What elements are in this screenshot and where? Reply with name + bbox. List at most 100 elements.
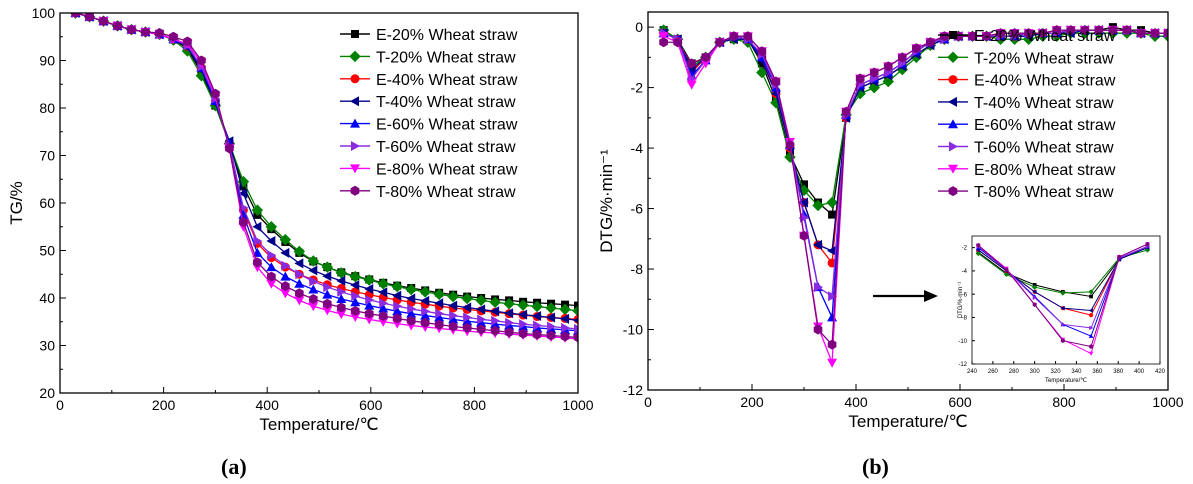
inset-x-tick-label: 400 xyxy=(1134,369,1145,375)
inset-y-axis-label: DTG/%·min⁻¹ xyxy=(958,282,964,319)
tg-data-point xyxy=(504,308,514,319)
tg-data-point xyxy=(449,310,459,321)
dtg-data-point xyxy=(800,180,808,189)
tg-data-point xyxy=(364,315,375,325)
tg-data-point xyxy=(71,13,80,18)
dtg-data-point xyxy=(701,52,711,63)
dtg-x-axis-label: Temperature/℃ xyxy=(848,412,967,431)
tg-data-point xyxy=(322,298,332,309)
tg-data-point xyxy=(434,312,445,322)
tg-data-point xyxy=(336,293,347,303)
inset-y-tick-label: -12 xyxy=(958,362,967,368)
tg-data-point xyxy=(350,305,360,316)
dtg-data-point xyxy=(996,28,1005,39)
dtg-x-tick-label: 1000 xyxy=(1152,394,1183,410)
tg-data-point xyxy=(392,306,403,316)
tg-data-point xyxy=(252,221,262,232)
tg-data-point xyxy=(391,280,403,293)
dtg-legend-item: E-20% Wheat straw xyxy=(938,28,1116,45)
dtg-data-point xyxy=(827,312,838,322)
inset-data-point xyxy=(1061,322,1066,327)
tg-data-point xyxy=(379,298,389,309)
tg-y-tick-label: 20 xyxy=(39,385,55,401)
tg-data-point xyxy=(547,321,557,332)
dtg-data-point xyxy=(926,37,935,48)
tg-data-point xyxy=(280,271,291,281)
inset-y-tick-label: -8 xyxy=(962,316,968,322)
tg-legend-marker xyxy=(350,96,359,107)
dtg-legend-item: E-40% Wheat straw xyxy=(938,73,1116,90)
inset-x-tick-label: 260 xyxy=(988,369,999,375)
dtg-data-point xyxy=(757,59,766,68)
dtg-y-tick-label: -6 xyxy=(631,200,644,216)
dtg-data-point xyxy=(673,37,682,48)
dtg-data-point xyxy=(659,37,668,48)
inset-data-point xyxy=(1117,254,1122,260)
inset-data-point xyxy=(1003,271,1010,278)
inset-x-tick-label: 280 xyxy=(1009,369,1020,375)
tg-data-point xyxy=(559,303,571,316)
dtg-data-point xyxy=(1136,28,1146,39)
tg-data-point xyxy=(462,322,472,333)
dtg-y-tick-label: -12 xyxy=(623,382,643,398)
dtg-data-point xyxy=(1163,28,1168,39)
inset-data-point xyxy=(1004,267,1009,273)
tg-data-point xyxy=(434,298,444,309)
tg-data-point xyxy=(475,294,487,307)
tg-legend-item: T-40% Wheat straw xyxy=(340,94,516,111)
tg-legend-label: E-80% Wheat straw xyxy=(376,161,518,178)
tg-data-point xyxy=(322,271,332,282)
tg-data-point xyxy=(307,255,320,267)
tg-data-point xyxy=(560,331,570,342)
tg-data-point xyxy=(251,204,264,216)
tg-data-point xyxy=(407,303,417,314)
inset-data-point xyxy=(1032,295,1037,300)
dtg-data-point xyxy=(1080,25,1090,36)
dtg-data-point xyxy=(658,32,669,42)
dtg-legend-label: T-80% Wheat straw xyxy=(974,184,1114,201)
dtg-data-point xyxy=(743,31,753,42)
tg-data-point xyxy=(476,304,486,315)
dtg-y-tick-label: 0 xyxy=(635,19,643,35)
dtg-data-point xyxy=(1150,28,1160,39)
dtg-x-tick-label: 800 xyxy=(1052,394,1076,410)
tg-data-point xyxy=(546,312,556,323)
tg-data-point xyxy=(266,279,277,289)
tg-legend-label: T-80% Wheat straw xyxy=(376,184,516,201)
dtg-series-8 xyxy=(659,25,1168,350)
tg-data-point xyxy=(462,302,472,313)
dtg-legend-marker xyxy=(948,119,958,129)
tg-y-tick-label: 100 xyxy=(32,5,56,21)
tg-data-point xyxy=(392,313,402,324)
inset-data-point xyxy=(1089,344,1094,349)
tg-data-point xyxy=(294,258,304,269)
tg-legend-item: T-20% Wheat straw xyxy=(340,49,516,66)
tg-data-point xyxy=(364,283,374,294)
inset-data-point xyxy=(1088,313,1094,318)
inset-chart: 240 260 280 300 320 340 360 380 400 420 -2 -4 -6 -8 -1… xyxy=(958,235,1166,384)
dtg-legend-label: T-40% Wheat straw xyxy=(974,95,1114,112)
tg-legend-label: E-60% Wheat straw xyxy=(376,117,518,134)
tg-data-point xyxy=(546,330,556,341)
dtg-data-point xyxy=(1052,25,1062,36)
inset-x-axis-label: Temperature/℃ xyxy=(1045,378,1087,384)
tg-data-point xyxy=(421,306,431,317)
tg-data-point xyxy=(238,188,248,199)
dtg-legend-marker xyxy=(947,51,959,64)
tg-data-point xyxy=(574,323,578,334)
tg-data-point xyxy=(561,322,571,333)
dtg-y-tick-label: -10 xyxy=(623,321,643,337)
tg-data-point xyxy=(518,309,528,320)
tg-data-point xyxy=(85,13,94,22)
dtg-legend-item: T-40% Wheat straw xyxy=(938,95,1114,112)
tg-data-point xyxy=(127,24,136,35)
tg-data-point xyxy=(490,325,500,336)
tg-legend-label: E-40% Wheat straw xyxy=(376,72,518,89)
tg-data-point xyxy=(491,315,501,326)
tg-data-point xyxy=(405,283,417,296)
tg-data-point xyxy=(545,302,557,314)
tg-data-point xyxy=(574,301,578,310)
dtg-legend-item: E-80% Wheat straw xyxy=(938,162,1116,179)
inset-y-tick-label: -4 xyxy=(962,269,968,275)
tg-data-point xyxy=(169,31,178,42)
